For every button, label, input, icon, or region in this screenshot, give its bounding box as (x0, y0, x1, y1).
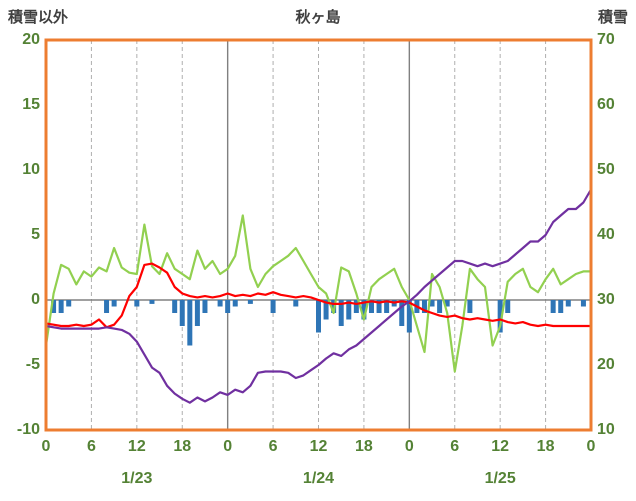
blue-bars-bar (179, 300, 185, 326)
right-axis-tick: 40 (597, 226, 615, 243)
right-axis-tick: 70 (597, 31, 615, 48)
blue-bars-bar (51, 300, 57, 313)
blue-bars-bar (406, 300, 412, 333)
blue-bars-bar (580, 300, 586, 307)
blue-bars-bar (505, 300, 511, 313)
right-axis-tick: 20 (597, 356, 615, 373)
blue-bars-bar (558, 300, 564, 313)
blue-bars-bar (361, 300, 367, 320)
x-axis-hour-tick: 6 (450, 438, 460, 455)
left-axis-tick: 5 (31, 226, 40, 243)
chart-title: 秋ヶ島 (295, 9, 341, 26)
blue-bars-bar (293, 300, 299, 307)
right-axis-title: 積雪 (597, 9, 628, 26)
green-line (44, 214, 593, 373)
blue-bars-bar (111, 300, 117, 307)
blue-bars-bar (58, 300, 64, 313)
x-axis-hour-tick: 6 (268, 438, 278, 455)
blue-bars-bar (376, 300, 382, 313)
blue-bars-bar (444, 300, 450, 307)
blue-bars-bar (323, 300, 329, 320)
blue-bars-bar (247, 300, 253, 304)
blue-bars-bar (66, 300, 72, 307)
x-axis-day-label: 1/24 (302, 470, 335, 487)
x-axis-hour-tick: 18 (355, 438, 373, 455)
blue-bars-bar (421, 300, 427, 313)
blue-bars-bar (217, 300, 223, 307)
x-axis-day-label: 1/23 (121, 470, 153, 487)
blue-bars-bar (187, 300, 193, 346)
blue-bars-bar (202, 300, 208, 313)
left-axis-tick: -5 (25, 356, 40, 373)
blue-bars-bar (270, 300, 276, 313)
x-axis-hour-tick: 0 (41, 438, 51, 455)
blue-bars-bar (194, 300, 200, 326)
x-axis-hour-tick: 18 (173, 438, 192, 455)
blue-bars-bar (550, 300, 556, 313)
x-axis-hour-tick: 0 (404, 438, 414, 455)
blue-bars-bar (497, 300, 503, 333)
left-axis-tick: 20 (22, 31, 40, 48)
blue-bars-bar (429, 300, 435, 307)
blue-bars-bar (225, 300, 231, 313)
blue-bars-bar (134, 300, 140, 307)
left-axis-tick: -10 (16, 421, 40, 438)
right-axis-tick: 30 (597, 291, 615, 308)
blue-bars-bar (368, 300, 374, 313)
left-axis-tick: 0 (31, 291, 40, 308)
x-axis-hour-tick: 0 (223, 438, 233, 455)
x-axis-hour-tick: 0 (586, 438, 596, 455)
blue-bars-bar (338, 300, 344, 326)
blue-bars-bar (565, 300, 571, 307)
left-axis-tick: 15 (22, 96, 40, 113)
left-axis-title: 積雪以外 (8, 9, 69, 26)
x-axis-day-label: 1/25 (484, 470, 516, 487)
purple-line (44, 188, 593, 404)
red-line (44, 262, 593, 329)
right-axis-tick: 60 (597, 96, 615, 113)
blue-bars-bar (104, 300, 110, 313)
x-axis-hour-tick: 6 (86, 438, 96, 455)
x-axis-hour-tick: 18 (536, 438, 555, 455)
right-axis-tick: 10 (597, 421, 615, 438)
plot-border (44, 38, 593, 432)
x-axis-hour-tick: 12 (309, 438, 328, 455)
blue-bars-bar (353, 300, 359, 313)
x-axis-hour-tick: 12 (127, 438, 146, 455)
right-axis-tick: 50 (597, 161, 615, 178)
blue-bars-bar (232, 300, 238, 307)
x-axis-hour-tick: 12 (491, 438, 510, 455)
blue-bars-bar (149, 300, 155, 304)
left-axis-tick: 10 (22, 161, 40, 178)
blue-bars-bar (316, 300, 321, 333)
blue-bars-bar (346, 300, 352, 320)
blue-bars-bar (437, 300, 443, 313)
blue-bars-bar (467, 300, 473, 313)
blue-bars-bar (172, 300, 178, 313)
blue-bars-bar (399, 300, 405, 326)
blue-bars-bar (384, 300, 390, 313)
